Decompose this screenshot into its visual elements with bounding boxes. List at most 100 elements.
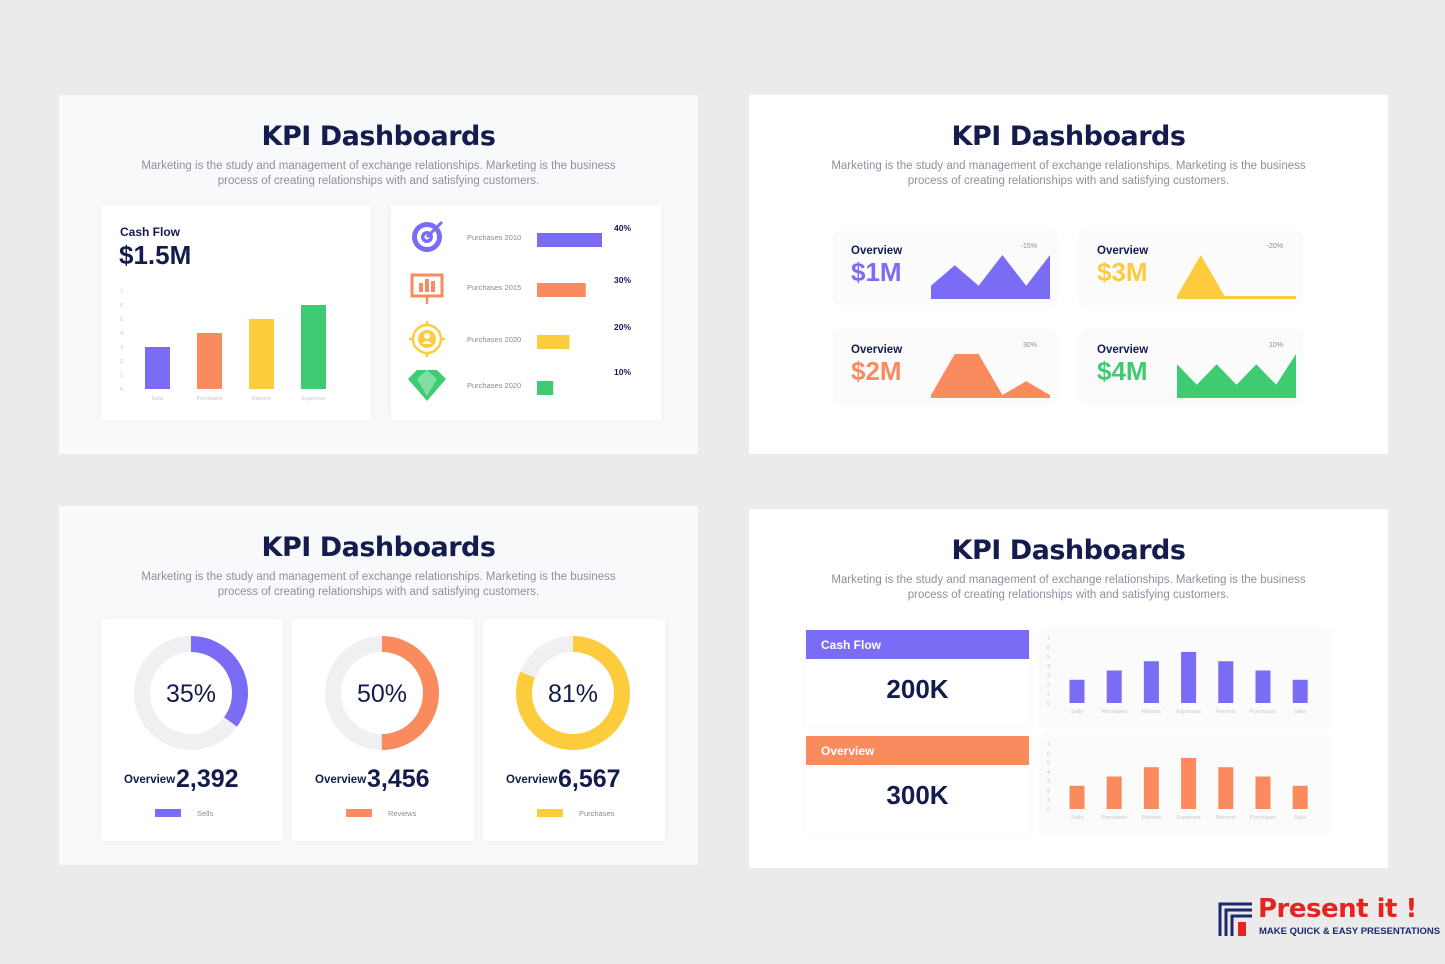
overview-area-chart: -20% (1177, 243, 1296, 299)
y-tick-label: 4 (1047, 770, 1050, 776)
donut-arc (134, 636, 248, 750)
kpi-panel-header-label: Cash Flow (821, 638, 882, 652)
slide-4: KPI Dashboards Marketing is the study an… (749, 509, 1388, 868)
donut-card: 35% Overview 2,392 Sells (101, 619, 283, 841)
slide-title: KPI Dashboards (261, 121, 496, 152)
y-tick-label: 0 (1047, 807, 1050, 813)
purchases-chart: Purchases 2010 40% Purchases 2015 30% Purcha… (408, 220, 631, 401)
kpi-panel: Overview 300K (806, 736, 1029, 833)
x-tick-label: Returns (252, 396, 272, 402)
kpi-bar-chart-card: 0 1 2 3 4 5 6 7 Sells Purchases Returns Expenses Ret… (1041, 736, 1329, 833)
overview-label: Overview (506, 774, 557, 786)
overview-card: Overview $3M -20% (1081, 233, 1301, 303)
x-tick-label: Sells (1071, 815, 1083, 821)
overview-area-chart: 10% (1177, 342, 1296, 398)
donut-card: 50% Overview 3,456 Reviews (292, 619, 474, 841)
area-series (931, 354, 1050, 398)
y-tick-label: 0 (1047, 701, 1050, 707)
legend-label: Purchases (579, 809, 615, 818)
y-tick-label: 6 (120, 303, 123, 309)
cash-flow-label: Cash Flow (120, 225, 181, 239)
overview-label: Overview (124, 774, 175, 786)
purchase-bar (537, 283, 586, 297)
purchase-bar (537, 233, 602, 247)
x-tick-label: Returns (1142, 815, 1162, 821)
bar (197, 333, 222, 389)
cash-flow-bar-chart: 0 1 2 3 4 5 6 7 Sells Purchases Returns Expenses (120, 289, 326, 402)
slide-description: Marketing is the study and management of… (831, 160, 1306, 187)
purchase-bar (537, 335, 570, 349)
overview-percent: -20% (1267, 243, 1283, 250)
legend-swatch (155, 809, 181, 817)
x-tick-label: Sells (1294, 815, 1306, 821)
legend-swatch (346, 809, 372, 817)
overview-card: Overview $2M 30% (835, 332, 1055, 402)
cash-flow-card: Cash Flow $1.5M 0 1 2 3 4 5 6 7 Sells Purchases Re… (101, 205, 371, 420)
y-tick-label: 2 (1047, 682, 1050, 688)
y-tick-label: 7 (1047, 742, 1050, 748)
overview-card: Overview $1M -15% (835, 233, 1055, 303)
overview-percent: 10% (1269, 342, 1283, 349)
overview-value: 3,456 (367, 765, 430, 793)
x-tick-label: Expenses (1177, 709, 1201, 715)
overview-value: 2,392 (176, 765, 239, 793)
y-tick-label: 6 (1047, 645, 1050, 651)
y-tick-label: 7 (1047, 636, 1050, 642)
slide-title: KPI Dashboards (261, 532, 496, 563)
bar (1292, 679, 1308, 703)
bar (1218, 661, 1234, 703)
x-tick-label: Expenses (301, 396, 325, 402)
overview-area-chart: 30% (931, 342, 1050, 398)
slide-title: KPI Dashboards (951, 535, 1186, 566)
x-tick-label: Sells (1294, 709, 1306, 715)
overview-value: 6,567 (558, 765, 621, 793)
donut-chart: 35% Overview 2,392 Sells (124, 636, 248, 818)
slide-description: Marketing is the study and management of… (141, 571, 616, 598)
bar (249, 319, 274, 389)
kpi-bar-chart-card: 0 1 2 3 4 5 6 7 Sells Purchases Returns Expenses Ret… (1041, 630, 1329, 727)
kpi-panel-value: 200K (886, 674, 949, 704)
kpi-bar-chart: 0 1 2 3 4 5 6 7 Sells Purchases Returns Expenses Ret… (1047, 636, 1308, 715)
y-tick-label: 2 (1047, 788, 1050, 794)
y-tick-label: 5 (1047, 761, 1050, 767)
donut-chart: 81% Overview 6,567 Purchases (506, 636, 630, 818)
slide-3: KPI Dashboards Marketing is the study an… (59, 506, 698, 865)
purchase-label: Purchases 2010 (467, 233, 521, 242)
y-tick-label: 3 (1047, 673, 1050, 679)
legend-label: Sells (197, 809, 214, 818)
presentation-chart-icon (410, 273, 444, 304)
x-tick-label: Returns (1216, 709, 1236, 715)
purchase-percent: 20% (614, 322, 631, 332)
kpi-bar-chart: 0 1 2 3 4 5 6 7 Sells Purchases Returns Expenses Ret… (1047, 742, 1308, 821)
y-tick-label: 2 (120, 359, 123, 365)
purchases-card: Purchases 2010 40% Purchases 2015 30% Purcha… (391, 205, 661, 420)
purchase-percent: 10% (614, 367, 631, 377)
x-tick-label: Sells (1071, 709, 1083, 715)
bar (1181, 651, 1197, 703)
y-tick-label: 5 (120, 317, 123, 323)
x-tick-label: Returns (1216, 815, 1236, 821)
overview-card: Overview $4M 10% (1081, 332, 1301, 402)
donut-chart: 50% Overview 3,456 Reviews (315, 636, 439, 818)
x-tick-label: Returns (1142, 709, 1162, 715)
donut-percent: 35% (166, 680, 216, 708)
area-series (931, 255, 1050, 299)
slide-1: KPI Dashboards Marketing is the study an… (59, 95, 698, 454)
donut-arc (516, 636, 630, 750)
brand-logo: Present it ! MAKE QUICK & EASY PRESENTAT… (1218, 894, 1440, 944)
x-tick-label: Purchases (1101, 709, 1127, 715)
brand-tagline: MAKE QUICK & EASY PRESENTATIONS (1259, 926, 1441, 937)
overview-value: $2M (851, 356, 902, 386)
bar (1255, 776, 1271, 809)
bar (1069, 679, 1085, 703)
overview-value: $4M (1097, 356, 1148, 386)
overview-percent: -15% (1021, 243, 1037, 250)
kpi-panel-header: Overview (806, 736, 1029, 765)
overview-value: $3M (1097, 257, 1148, 287)
overview-label: Overview (1097, 344, 1149, 356)
overview-value: $1M (851, 257, 902, 287)
y-tick-label: 7 (120, 289, 123, 295)
slide-2: KPI Dashboards Marketing is the study an… (749, 95, 1388, 454)
overview-area-chart: -15% (931, 243, 1050, 299)
legend-swatch (537, 809, 563, 817)
